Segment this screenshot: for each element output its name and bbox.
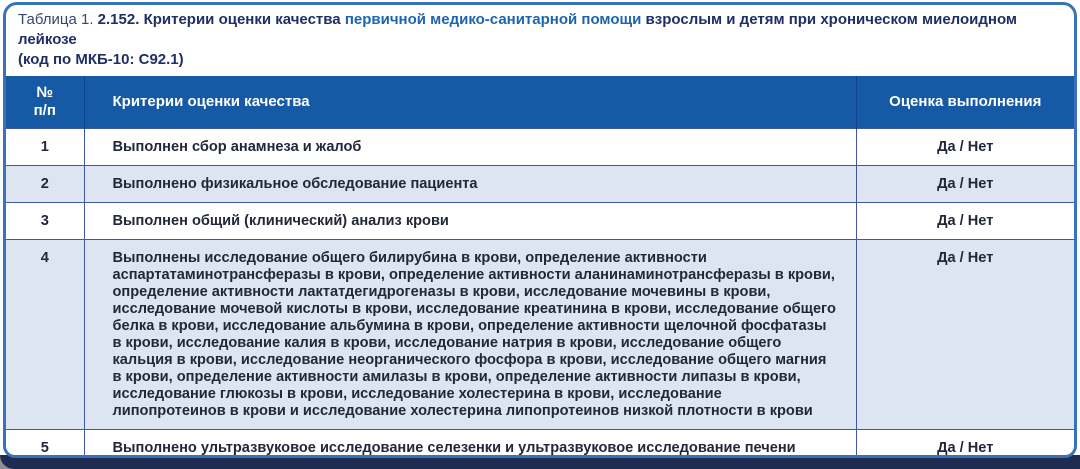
- criteria-cell: Выполнен сбор анамнеза и жалоб: [83, 128, 856, 166]
- col-header-criteria: Критерии оценки качества: [83, 76, 856, 129]
- row-number-cell: 3: [6, 202, 84, 240]
- table-body: 1 Выполнен сбор анамнеза и жалоб Да / Нет 2…: [6, 128, 1074, 455]
- header-row: № п/п Критерии оценки качества Оценка вы…: [6, 76, 1074, 129]
- row-number-cell: 5: [6, 429, 84, 455]
- assessment-cell: Да / Нет: [855, 429, 1074, 455]
- table-card: Таблица 1. 2.152. Критерии оценки качест…: [3, 2, 1077, 458]
- row-number-cell: 1: [6, 128, 84, 166]
- page-bottom-bar: [0, 455, 1080, 469]
- criteria-cell: Выполнено физикальное обследование пацие…: [83, 165, 856, 203]
- criteria-cell: Выполнено ультразвуковое исследование се…: [83, 429, 856, 455]
- caption-number: 2.152.: [97, 11, 140, 28]
- caption-line-1: Таблица 1. 2.152. Критерии оценки качест…: [18, 10, 1062, 50]
- assessment-cell: Да / Нет: [855, 165, 1074, 203]
- caption-tail: взрослым и детям при хроническом миелоид…: [18, 11, 1018, 48]
- assessment-cell: Да / Нет: [855, 128, 1074, 166]
- row-number-cell: 2: [6, 165, 84, 203]
- col-header-number: № п/п: [6, 76, 84, 129]
- criteria-cell: Выполнены исследование общего билирубина…: [83, 239, 856, 430]
- criteria-table: № п/п Критерии оценки качества Оценка вы…: [6, 76, 1074, 455]
- caption-lead: Критерии оценки качества: [143, 11, 341, 28]
- assessment-cell: Да / Нет: [855, 239, 1074, 430]
- table-row: 5 Выполнено ультразвуковое исследование с…: [6, 429, 1074, 455]
- caption-line-2: (код по МКБ-10: C92.1): [18, 50, 1062, 70]
- table-row: 1 Выполнен сбор анамнеза и жалоб Да / Нет: [6, 128, 1074, 166]
- caption-icd-code: (код по МКБ-10: C92.1): [18, 51, 184, 68]
- table-caption: Таблица 1. 2.152. Критерии оценки качест…: [6, 5, 1074, 76]
- criteria-cell: Выполнен общий (клинический) анализ кров…: [83, 202, 856, 240]
- table-row: 3 Выполнен общий (клинический) анализ кро…: [6, 202, 1074, 240]
- row-number-cell: 4: [6, 239, 84, 430]
- col-header-assessment: Оценка выполнения: [855, 76, 1074, 129]
- table-row: 4 Выполнены исследование общего билирубин…: [6, 239, 1074, 430]
- assessment-cell: Да / Нет: [855, 202, 1074, 240]
- caption-prefix: Таблица 1.: [18, 11, 94, 28]
- caption-highlight: первичной медико-санитарной помощи: [344, 11, 642, 28]
- table-row: 2 Выполнено физикальное обследование паци…: [6, 165, 1074, 203]
